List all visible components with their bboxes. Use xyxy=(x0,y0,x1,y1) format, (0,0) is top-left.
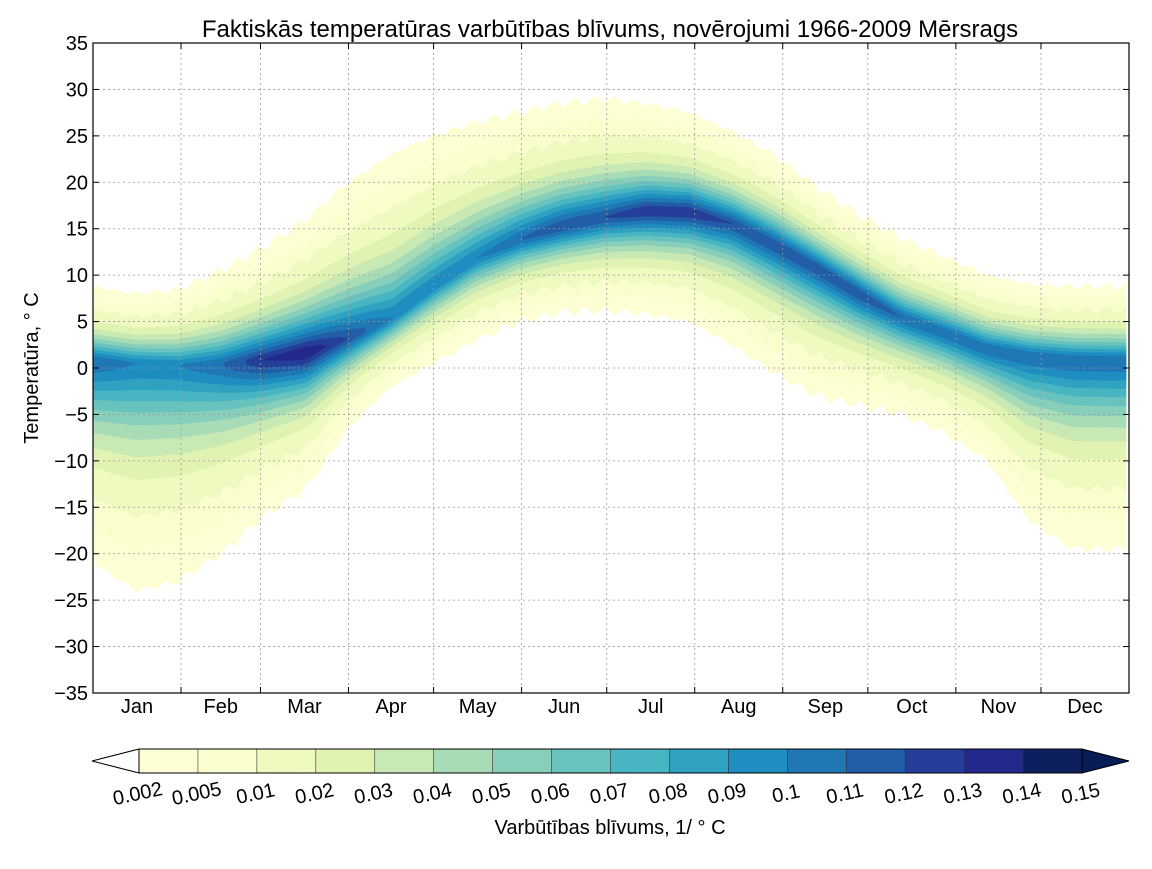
colorbar-tick-label: 0.06 xyxy=(529,779,572,809)
x-tick-label-sep: Sep xyxy=(807,696,843,718)
axis-ticks: 35 30 25 20 15 10 5 0 −5 −10 −15 −20 −25 −30 −35 Jan Feb… xyxy=(54,33,1130,718)
colorbar-tick-label: 0.15 xyxy=(1059,779,1102,809)
colorbar-tick-label: 0.07 xyxy=(588,779,631,809)
colorbar-extend-under xyxy=(91,748,140,774)
plot-area: 35 30 25 20 15 10 5 0 −5 −10 −15 −20 −25 −30 −35 Jan Feb… xyxy=(54,33,1130,718)
colorbar-extend-over xyxy=(1081,748,1130,774)
colorbar-swatch-0.07 xyxy=(610,748,671,774)
colorbar-tick-label: 0.1 xyxy=(770,780,802,807)
density-contours xyxy=(93,95,1127,592)
x-tick-label-aug: Aug xyxy=(721,696,757,718)
colorbar-tick-label: 0.09 xyxy=(706,779,749,809)
y-tick-label: −5 xyxy=(65,404,88,426)
x-tick-label-apr: Apr xyxy=(375,696,406,718)
y-tick-label: −20 xyxy=(54,544,88,566)
x-tick-label-dec: Dec xyxy=(1067,696,1103,718)
colorbar-tick-label: 0.12 xyxy=(883,779,926,809)
colorbar-swatch-0.05 xyxy=(492,748,553,774)
colorbar-tick-label: 0.03 xyxy=(352,779,395,809)
contour-band-0.13 xyxy=(263,345,326,361)
colorbar-tick-label: 0.005 xyxy=(170,778,224,810)
colorbar-tick-label: 0.13 xyxy=(942,779,985,809)
colorbar-tick-label: 0.002 xyxy=(111,778,165,810)
colorbar-swatch-0.02 xyxy=(315,748,376,774)
y-tick-label: 15 xyxy=(66,219,88,241)
y-tick-label: −25 xyxy=(54,590,88,612)
colorbar-swatch-0.13 xyxy=(963,748,1024,774)
x-tick-label-jan: Jan xyxy=(121,696,153,718)
x-tick-label-nov: Nov xyxy=(981,696,1017,718)
y-tick-label: 25 xyxy=(66,126,88,148)
colorbar-swatch-0.08 xyxy=(669,748,730,774)
colorbar-tick-label: 0.05 xyxy=(470,779,513,809)
x-tick-label-jun: Jun xyxy=(548,696,580,718)
x-tick-label-feb: Feb xyxy=(203,696,237,718)
chart-title: Faktiskās temperatūras varbūtības blīvum… xyxy=(202,16,1018,43)
colorbar-tick-label: 0.11 xyxy=(824,779,865,808)
colorbar-frame xyxy=(138,748,1083,774)
y-tick-label: 20 xyxy=(66,172,88,194)
y-tick-label: 5 xyxy=(77,312,88,334)
colorbar-swatch-0.03 xyxy=(374,748,435,774)
colorbar-swatch-0.11 xyxy=(845,748,906,774)
contour-band-0.05 xyxy=(93,175,1127,426)
colorbar-tick-label: 0.08 xyxy=(647,779,690,809)
y-tick-label: 30 xyxy=(66,79,88,101)
colorbar-tick-label: 0.01 xyxy=(234,779,277,809)
colorbar-swatch-0.01 xyxy=(256,748,317,774)
colorbar-tick-label: 0.02 xyxy=(293,779,336,809)
colorbar-tick-label: 0.14 xyxy=(1000,779,1043,809)
colorbar-swatch-0.06 xyxy=(551,748,612,774)
y-tick-label: 35 xyxy=(66,33,88,55)
x-tick-label-oct: Oct xyxy=(896,696,928,718)
y-tick-label: −30 xyxy=(54,637,88,659)
contour-band-0.11-2 xyxy=(518,201,1127,361)
y-tick-label: −15 xyxy=(54,497,88,519)
y-tick-label: 0 xyxy=(77,358,88,380)
colorbar-swatch-0.14 xyxy=(1022,748,1083,774)
y-tick-label: −35 xyxy=(54,683,88,705)
colorbar-tick-label: 0.04 xyxy=(411,779,454,809)
x-tick-label-jul: Jul xyxy=(638,696,664,718)
colorbar-swatch-0.002 xyxy=(138,748,199,774)
y-axis-label: Temperatūra, ° C xyxy=(21,292,43,443)
colorbar-swatch-0.005 xyxy=(197,748,258,774)
y-tick-label: 10 xyxy=(66,265,88,287)
x-tick-label-may: May xyxy=(459,696,497,718)
grid-lines xyxy=(93,43,1129,693)
colorbar-swatch-0.04 xyxy=(433,748,494,774)
colorbar-swatch-0.1 xyxy=(787,748,848,774)
colorbar-swatch-0.09 xyxy=(728,748,789,774)
colorbar-swatch-0.12 xyxy=(904,748,965,774)
colorbar: 0.002 0.005 0.01 0.02 0.03 0.04 0.05 0.06 0.07 0.… xyxy=(91,748,1130,810)
colorbar-label: Varbūtības blīvums, 1/ ° C xyxy=(494,817,725,839)
contour-band-0.005 xyxy=(93,115,1127,551)
x-tick-label-mar: Mar xyxy=(287,696,322,718)
y-tick-label: −10 xyxy=(54,451,88,473)
